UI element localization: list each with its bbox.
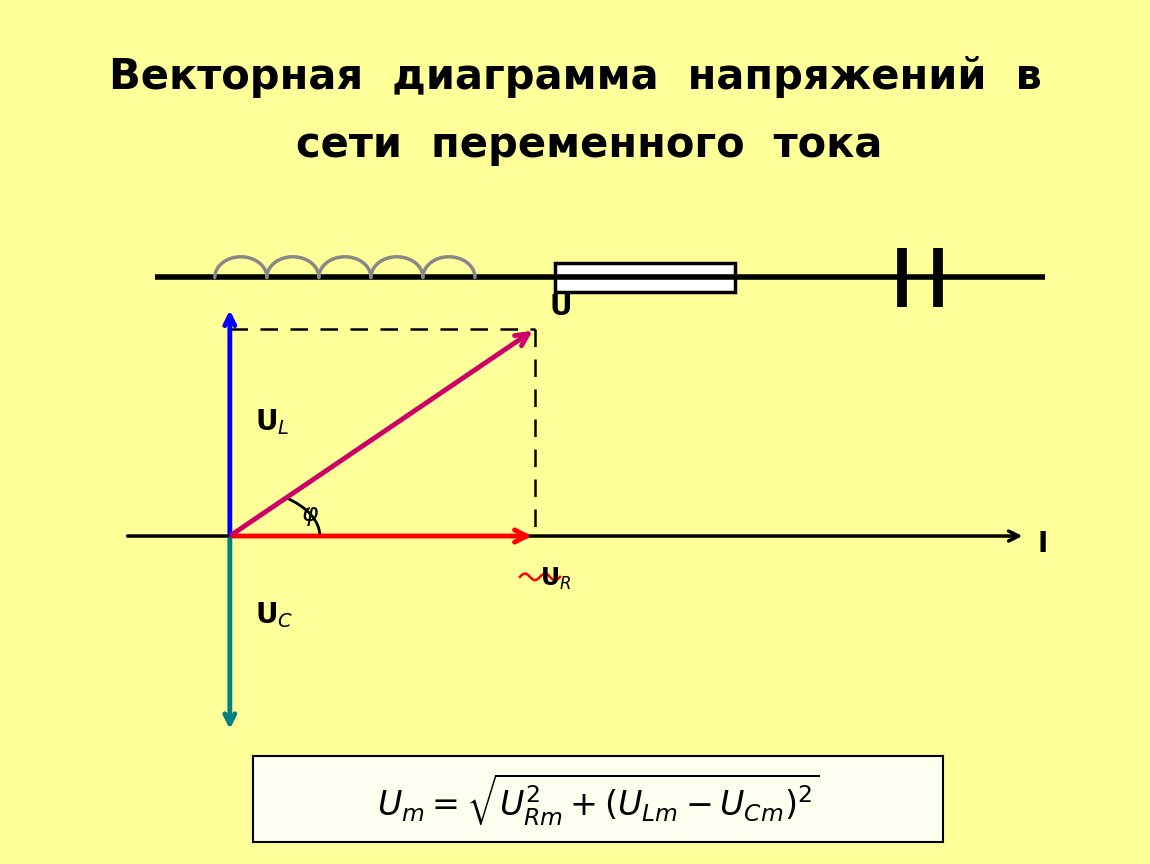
Text: U$_L$: U$_L$: [255, 407, 290, 436]
Text: U$_C$: U$_C$: [255, 600, 293, 630]
Text: $U_m = \sqrt{U_{Rm}^2 + (U_{Lm} - U_{Cm})^2}$: $U_m = \sqrt{U_{Rm}^2 + (U_{Lm} - U_{Cm}…: [377, 771, 819, 828]
FancyBboxPatch shape: [555, 263, 735, 292]
Text: I: I: [1037, 530, 1048, 558]
Text: U: U: [550, 293, 573, 321]
Text: φ: φ: [301, 502, 319, 526]
Text: U$_R$: U$_R$: [540, 566, 572, 592]
Text: Векторная  диаграмма  напряжений  в
  сети  переменного  тока: Векторная диаграмма напряжений в сети пе…: [108, 55, 1042, 166]
